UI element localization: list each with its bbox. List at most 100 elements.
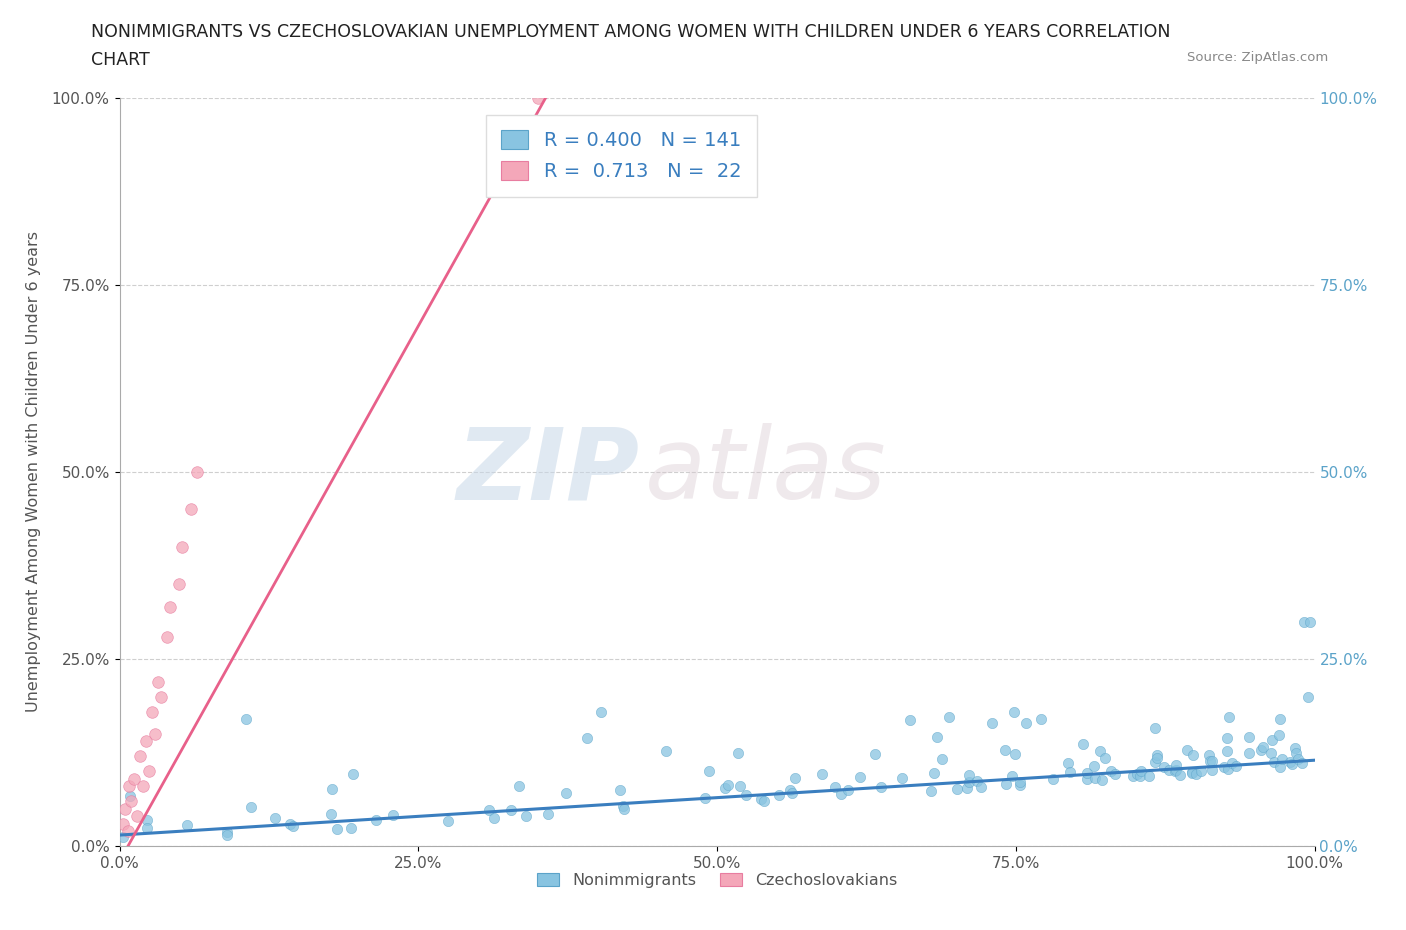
Point xyxy=(1251,740,1274,755)
Point xyxy=(128,749,150,764)
Point xyxy=(749,791,772,806)
Point xyxy=(1260,745,1282,760)
Point xyxy=(1076,772,1098,787)
Point xyxy=(1029,711,1052,726)
Point xyxy=(381,807,404,822)
Point xyxy=(824,779,846,794)
Point xyxy=(1076,765,1098,780)
Point xyxy=(1130,764,1153,778)
Point xyxy=(783,771,806,786)
Point xyxy=(717,777,740,792)
Text: CHART: CHART xyxy=(91,51,150,69)
Point xyxy=(118,779,141,794)
Point xyxy=(136,821,159,836)
Point xyxy=(1199,754,1222,769)
Point xyxy=(150,689,173,704)
Point xyxy=(1143,754,1166,769)
Point xyxy=(693,790,716,805)
Point xyxy=(1181,766,1204,781)
Point xyxy=(1281,756,1303,771)
Point xyxy=(478,803,501,817)
Point xyxy=(1250,742,1272,757)
Point xyxy=(970,779,993,794)
Point xyxy=(1008,777,1031,792)
Point xyxy=(898,712,921,727)
Point xyxy=(112,830,135,844)
Point xyxy=(340,820,363,835)
Point xyxy=(780,786,803,801)
Point xyxy=(1271,751,1294,766)
Point xyxy=(1218,762,1240,777)
Point xyxy=(159,599,181,614)
Point xyxy=(1146,748,1168,763)
Point xyxy=(1168,767,1191,782)
Point xyxy=(735,787,758,802)
Point xyxy=(612,799,634,814)
Point xyxy=(1212,759,1234,774)
Point xyxy=(1218,710,1240,724)
Point xyxy=(114,802,136,817)
Point xyxy=(138,764,160,779)
Point xyxy=(1091,773,1114,788)
Point xyxy=(1263,755,1285,770)
Point xyxy=(118,789,141,804)
Point xyxy=(849,770,872,785)
Point xyxy=(1164,764,1187,778)
Point xyxy=(169,577,191,591)
Point xyxy=(891,770,914,785)
Text: atlas: atlas xyxy=(645,423,887,521)
Point xyxy=(1146,751,1168,765)
Point xyxy=(176,817,198,832)
Point xyxy=(1261,732,1284,747)
Point xyxy=(697,764,720,779)
Point xyxy=(283,818,305,833)
Point xyxy=(1189,764,1212,778)
Point xyxy=(263,811,285,826)
Point xyxy=(112,817,135,831)
Point xyxy=(1010,775,1032,790)
Point xyxy=(830,786,852,801)
Point xyxy=(931,751,953,766)
Point xyxy=(1042,771,1064,786)
Point xyxy=(537,806,560,821)
Point xyxy=(1153,760,1175,775)
Point xyxy=(956,780,979,795)
Point xyxy=(132,779,155,794)
Point xyxy=(215,824,238,839)
Point xyxy=(966,774,988,789)
Point xyxy=(321,781,343,796)
Point xyxy=(957,775,980,790)
Point xyxy=(768,788,790,803)
Point xyxy=(156,630,179,644)
Point xyxy=(1220,756,1243,771)
Point xyxy=(1157,762,1180,777)
Point xyxy=(1002,704,1025,719)
Point xyxy=(1004,746,1026,761)
Point xyxy=(527,90,550,105)
Point xyxy=(366,813,388,828)
Point xyxy=(1129,768,1152,783)
Point xyxy=(927,730,949,745)
Point xyxy=(1298,615,1320,630)
Point xyxy=(779,782,801,797)
Point xyxy=(321,807,343,822)
Point xyxy=(837,782,859,797)
Point xyxy=(1185,767,1208,782)
Point xyxy=(1166,757,1188,772)
Point xyxy=(1237,730,1260,745)
Point xyxy=(1094,751,1116,765)
Point xyxy=(1144,721,1167,736)
Point xyxy=(1225,759,1247,774)
Point xyxy=(1198,748,1220,763)
Point xyxy=(1122,769,1144,784)
Point xyxy=(121,794,143,809)
Point xyxy=(1182,748,1205,763)
Point xyxy=(554,786,576,801)
Point xyxy=(1001,769,1024,784)
Point xyxy=(946,782,969,797)
Point xyxy=(995,777,1018,791)
Point xyxy=(1201,763,1223,777)
Point xyxy=(1270,760,1292,775)
Point xyxy=(1268,711,1291,726)
Point xyxy=(342,766,364,781)
